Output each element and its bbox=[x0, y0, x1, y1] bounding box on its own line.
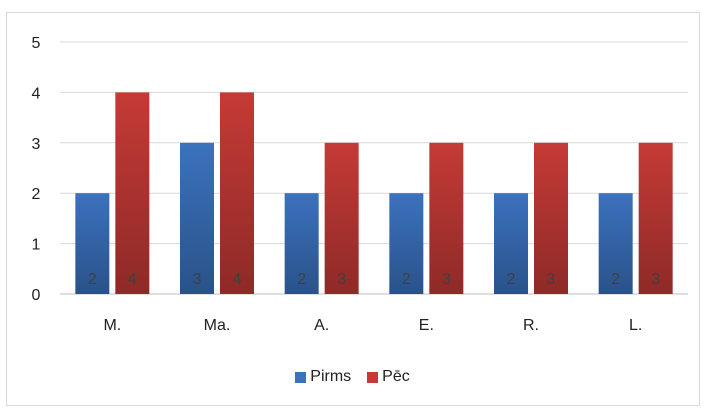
chart-legend: Pirms Pēc bbox=[0, 368, 705, 386]
y-tick-label: 5 bbox=[32, 35, 41, 52]
data-label: 2 bbox=[507, 271, 516, 288]
bar-pirms-1 bbox=[75, 193, 110, 294]
y-tick-label: 4 bbox=[32, 85, 41, 102]
data-label: 3 bbox=[651, 271, 660, 288]
bar-pirms-5 bbox=[494, 193, 528, 294]
x-tick-label: Ma. bbox=[204, 317, 231, 334]
x-tick-label: M. bbox=[103, 317, 121, 334]
x-tick-label: A. bbox=[314, 317, 329, 334]
y-tick-label: 3 bbox=[32, 136, 41, 153]
bar-p-c-2 bbox=[220, 92, 254, 295]
bar-pirms-6 bbox=[598, 193, 633, 294]
bar-pirms-3 bbox=[284, 193, 319, 294]
bar-p-c-4 bbox=[429, 142, 464, 294]
data-label: 3 bbox=[337, 271, 346, 288]
legend-item-series-1: Pirms bbox=[295, 368, 351, 386]
data-label: 4 bbox=[128, 271, 137, 288]
x-tick-label: E. bbox=[419, 317, 434, 334]
data-label: 2 bbox=[297, 271, 306, 288]
legend-swatch-series-2 bbox=[367, 371, 379, 383]
bar-p-c-1 bbox=[115, 92, 150, 295]
data-label: 2 bbox=[611, 271, 620, 288]
data-label: 3 bbox=[193, 271, 202, 288]
y-tick-label: 0 bbox=[32, 287, 41, 304]
bar-chart: 0 1 2 3 4 5 2 4 M. 3 4 Ma. 2 3 A. 2 3 E. 2 3 R. 2 3 L. bbox=[32, 35, 688, 334]
y-tick-label: 1 bbox=[32, 237, 41, 254]
x-tick-label: L. bbox=[629, 317, 642, 334]
data-label: 3 bbox=[442, 271, 451, 288]
legend-label-series-2: Pēc bbox=[382, 368, 410, 385]
legend-swatch-series-1 bbox=[295, 371, 307, 383]
legend-label-series-1: Pirms bbox=[310, 368, 352, 385]
data-label: 2 bbox=[402, 271, 411, 288]
x-tick-label: R. bbox=[523, 317, 539, 334]
bar-p-c-3 bbox=[324, 142, 359, 294]
bar-p-c-5 bbox=[534, 142, 568, 294]
legend-item-series-2: Pēc bbox=[367, 368, 410, 386]
y-tick-label: 2 bbox=[32, 186, 41, 203]
data-label: 4 bbox=[233, 271, 242, 288]
data-label: 2 bbox=[88, 271, 97, 288]
bar-pirms-2 bbox=[180, 142, 214, 294]
data-label: 3 bbox=[547, 271, 556, 288]
bar-p-c-6 bbox=[638, 142, 673, 294]
bar-pirms-4 bbox=[389, 193, 424, 294]
